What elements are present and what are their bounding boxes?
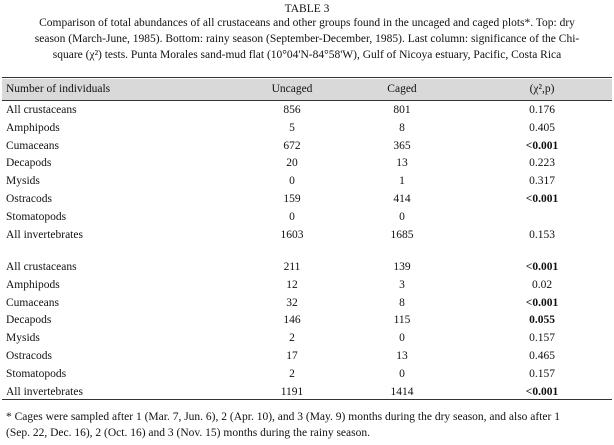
cell: Cumaceans	[6, 139, 60, 152]
cell: 211	[283, 261, 301, 273]
cell: 0.176	[529, 104, 555, 116]
header-row: Number of individuals Uncaged Caged (χ²,…	[2, 80, 612, 98]
cell: 13	[396, 157, 408, 170]
cell: 0	[289, 175, 295, 188]
cell: Ostracods	[6, 193, 52, 205]
cell: 139	[393, 261, 411, 273]
table-row: Amphipods 5 8 0.405	[2, 119, 612, 137]
col-header: Uncaged	[271, 83, 313, 95]
cell: All invertebrates	[6, 228, 83, 241]
cell: <0.001	[525, 261, 559, 273]
table-row: Cumaceans 32 8 <0.001	[2, 294, 612, 312]
cell: 2	[289, 332, 295, 345]
cell: Ostracods	[6, 350, 52, 362]
cell: 20	[286, 157, 298, 170]
cell: 1	[399, 175, 405, 188]
caption: Comparison of total abundances of all cr…	[39, 17, 575, 29]
table-row: Ostracods 17 13 0.465	[2, 347, 612, 365]
cell: 13	[396, 350, 408, 362]
cell: 0.02	[531, 278, 553, 291]
cell: 856	[283, 104, 301, 116]
footnote: * Cages were sampled after 1 (Mar. 7, Ju…	[6, 411, 560, 423]
cell: <0.001	[525, 296, 559, 309]
col-header: (χ²,p)	[529, 83, 555, 95]
cell: Amphipods	[6, 121, 60, 134]
cell: 0	[399, 332, 405, 345]
rule	[2, 399, 612, 400]
caption: square (χ²) tests. Punta Morales sand-mu…	[52, 49, 562, 61]
col-header: Number of individuals	[6, 83, 111, 95]
cell: 1603	[280, 228, 304, 241]
table-row: Stomatopods 0 0	[2, 208, 612, 226]
cell: Mysids	[6, 332, 40, 345]
cell: <0.001	[525, 385, 559, 398]
cell: <0.001	[525, 193, 559, 205]
table-row: All invertebrates 1603 1685 0.153	[2, 226, 612, 244]
cell: 0.153	[529, 228, 555, 241]
table-row: Decapods 146 115 0.055	[2, 311, 612, 329]
cell: 0.223	[529, 157, 555, 170]
cell: 0	[399, 210, 405, 223]
cell: 146	[283, 314, 301, 327]
cell: 17	[286, 350, 298, 362]
header-bg	[2, 79, 612, 100]
cell: All crustaceans	[6, 104, 77, 116]
cell: 1685	[390, 228, 414, 241]
table-row: All invertebrates 1191 1414 <0.001	[2, 383, 612, 401]
cell: <0.001	[525, 139, 559, 152]
table-row: Stomatopods 2 0 0.157	[2, 365, 612, 383]
footnote: (Sep. 22, Dec. 16), 2 (Oct. 16) and 3 (N…	[6, 427, 370, 439]
cell: 0	[399, 367, 405, 380]
table-row: Mysids 2 0 0.157	[2, 329, 612, 347]
cell: 5	[289, 121, 295, 134]
cell: 414	[393, 193, 411, 205]
col-header: Caged	[387, 83, 417, 95]
table-title: TABLE 3	[284, 3, 330, 15]
cell: 801	[393, 104, 411, 116]
cell: 672	[283, 139, 301, 152]
cell: Decapods	[6, 314, 52, 327]
cell: 0.157	[529, 332, 555, 345]
cell: 365	[393, 139, 411, 152]
table-row: Decapods 20 13 0.223	[2, 154, 612, 172]
table-row: Ostracods 159 414 <0.001	[2, 190, 612, 208]
cell: 0.317	[529, 175, 555, 188]
cell: Mysids	[6, 175, 40, 188]
cell: Stomatopods	[6, 210, 67, 223]
cell: 0.157	[529, 367, 555, 380]
cell: Amphipods	[6, 278, 60, 291]
cell: 0.055	[529, 314, 555, 327]
cell: 0.405	[529, 121, 555, 134]
cell: 32	[286, 296, 298, 309]
cell: 8	[399, 296, 405, 309]
cell: Cumaceans	[6, 296, 60, 309]
cell: 12	[286, 278, 298, 291]
cell: 3	[399, 278, 405, 291]
cell: 0	[289, 210, 295, 223]
table-row: Cumaceans 672 365 <0.001	[2, 137, 612, 155]
cell: All invertebrates	[6, 385, 83, 398]
cell: 115	[393, 314, 411, 327]
cell: Decapods	[6, 157, 52, 170]
cell: 8	[399, 121, 405, 134]
cell: 2	[289, 367, 295, 380]
table-row: Amphipods 12 3 0.02	[2, 276, 612, 294]
cell: 1414	[390, 385, 414, 398]
cell: 159	[283, 193, 301, 205]
cell: 0.465	[529, 350, 555, 362]
cell: All crustaceans	[6, 261, 77, 273]
caption: season (March-June, 1985). Bottom: rainy…	[34, 33, 580, 45]
table-row: All crustaceans 211 139 <0.001	[2, 258, 612, 276]
rule	[2, 100, 612, 101]
cell: 1191	[280, 385, 304, 398]
table-row: Mysids 0 1 0.317	[2, 172, 612, 190]
cell: Stomatopods	[6, 367, 67, 380]
rule	[2, 77, 612, 78]
table-row: All crustaceans 856 801 0.176	[2, 101, 612, 119]
